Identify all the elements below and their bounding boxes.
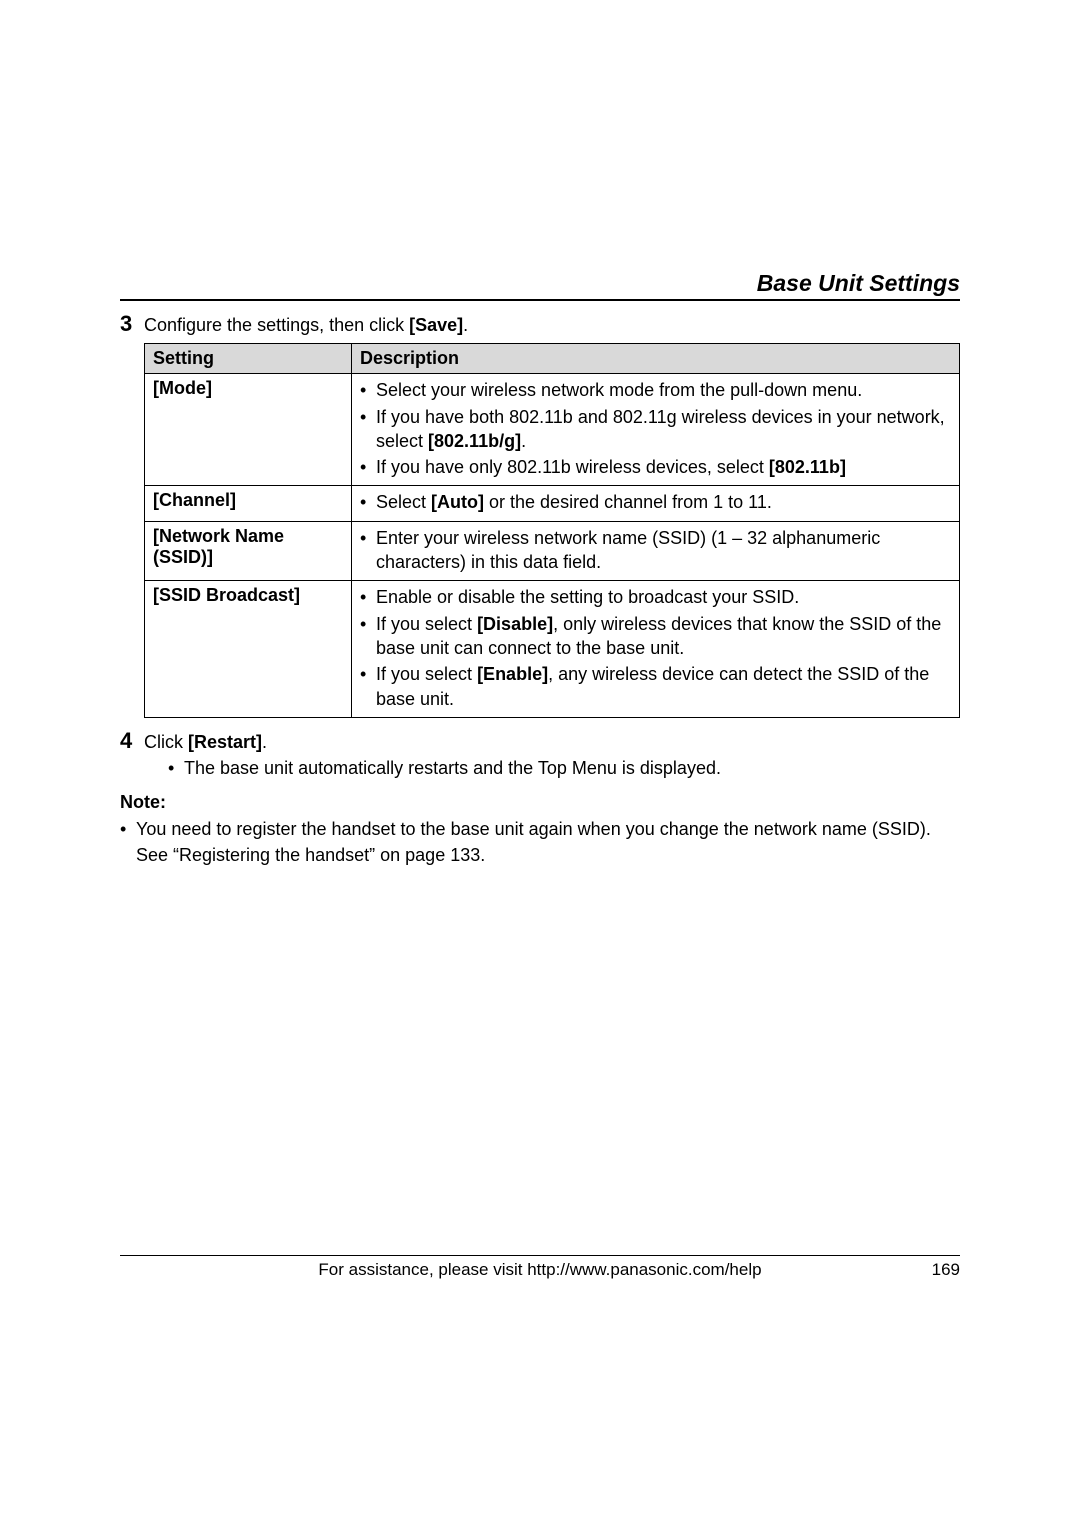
section-title: Base Unit Settings bbox=[120, 270, 960, 297]
page-footer: For assistance, please visit http://www.… bbox=[120, 1255, 960, 1280]
cell-description: Select your wireless network mode from t… bbox=[352, 374, 960, 486]
step-3-suffix: . bbox=[463, 315, 468, 335]
cell-description: Enter your wireless network name (SSID) … bbox=[352, 521, 960, 581]
th-setting: Setting bbox=[145, 344, 352, 374]
desc-bullet: If you have both 802.11b and 802.11g wir… bbox=[360, 405, 951, 454]
desc-bullet: If you select [Disable], only wireless d… bbox=[360, 612, 951, 661]
step-4-restart-label: [Restart] bbox=[188, 732, 262, 752]
desc-bullet: If you select [Enable], any wireless dev… bbox=[360, 662, 951, 711]
step-3-save-label: [Save] bbox=[409, 315, 463, 335]
step-3-prefix: Configure the settings, then click bbox=[144, 315, 409, 335]
desc-bullet: If you have only 802.11b wireless device… bbox=[360, 455, 951, 479]
table-row: [Mode] Select your wireless network mode … bbox=[145, 374, 960, 486]
cell-setting: [Network Name (SSID)] bbox=[145, 521, 352, 581]
note-text: You need to register the handset to the … bbox=[120, 817, 960, 867]
table-row: [SSID Broadcast] Enable or disable the se… bbox=[145, 581, 960, 717]
cell-setting: [Channel] bbox=[145, 486, 352, 521]
cell-description: Select [Auto] or the desired channel fro… bbox=[352, 486, 960, 521]
footer-assist: For assistance, please visit http://www.… bbox=[180, 1260, 900, 1280]
step-3-number: 3 bbox=[120, 311, 144, 337]
footer-page-number: 169 bbox=[900, 1260, 960, 1280]
step-4-prefix: Click bbox=[144, 732, 188, 752]
step-4-suffix: . bbox=[262, 732, 267, 752]
table-row: [Network Name (SSID)]Enter your wireless… bbox=[145, 521, 960, 581]
note-label: Note: bbox=[120, 792, 960, 813]
desc-bullet: Enable or disable the setting to broadca… bbox=[360, 585, 951, 609]
step-3-text: Configure the settings, then click [Save… bbox=[144, 313, 468, 337]
step-4: 4 Click [Restart]. The base unit automat… bbox=[120, 728, 960, 783]
desc-bullet: Select [Auto] or the desired channel fro… bbox=[360, 490, 951, 514]
th-description: Description bbox=[352, 344, 960, 374]
desc-bullet: Select your wireless network mode from t… bbox=[360, 378, 951, 402]
desc-bullet: Enter your wireless network name (SSID) … bbox=[360, 526, 951, 575]
footer-spacer bbox=[120, 1260, 180, 1280]
cell-description: Enable or disable the setting to broadca… bbox=[352, 581, 960, 717]
step-4-number: 4 bbox=[120, 728, 144, 754]
step-3: 3 Configure the settings, then click [Sa… bbox=[120, 311, 960, 337]
cell-setting: [SSID Broadcast] bbox=[145, 581, 352, 717]
cell-setting: [Mode] bbox=[145, 374, 352, 486]
section-header: Base Unit Settings bbox=[120, 270, 960, 301]
settings-table: Setting Description [Mode] Select your wi… bbox=[144, 343, 960, 718]
table-row: [Channel] Select [Auto] or the desired ch… bbox=[145, 486, 960, 521]
step-4-sub-bullet: The base unit automatically restarts and… bbox=[168, 756, 721, 780]
step-4-text: Click [Restart]. The base unit automatic… bbox=[144, 730, 721, 783]
